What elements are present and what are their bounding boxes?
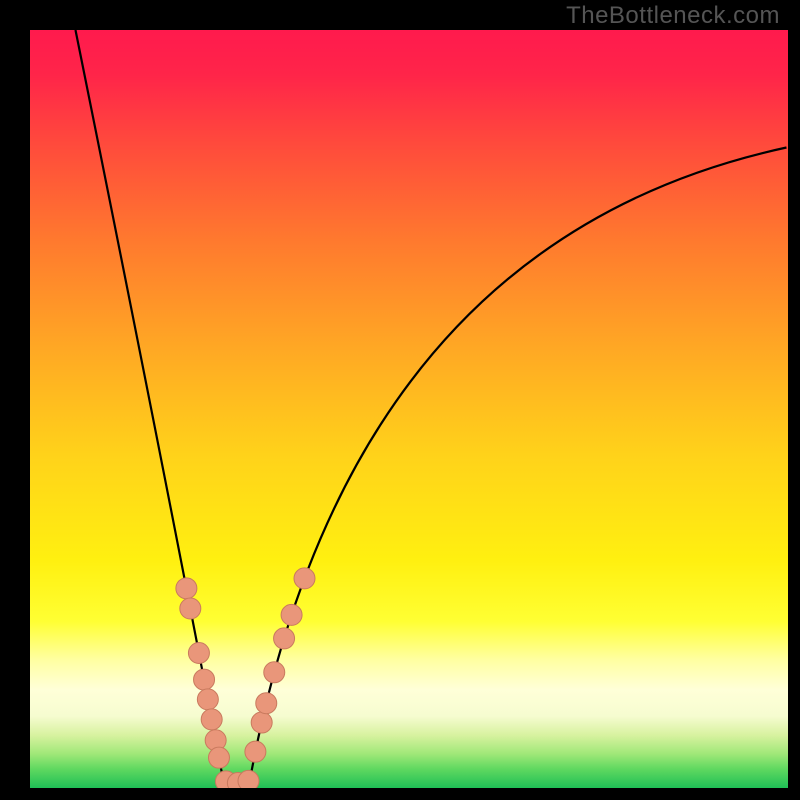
data-marker [180,598,201,619]
data-marker [256,693,277,714]
data-marker [281,604,302,625]
data-marker [194,669,215,690]
plot-area [30,30,788,788]
data-marker [176,578,197,599]
data-marker [264,662,285,683]
data-marker [188,642,209,663]
gradient-background [30,30,788,788]
data-marker [197,689,218,710]
data-marker [294,568,315,589]
data-marker [208,747,229,768]
data-marker [251,712,272,733]
chart-svg [30,30,788,788]
watermark-text: TheBottleneck.com [566,2,780,30]
data-marker [201,709,222,730]
data-marker [245,741,266,762]
data-marker [274,628,295,649]
data-marker [238,770,259,788]
